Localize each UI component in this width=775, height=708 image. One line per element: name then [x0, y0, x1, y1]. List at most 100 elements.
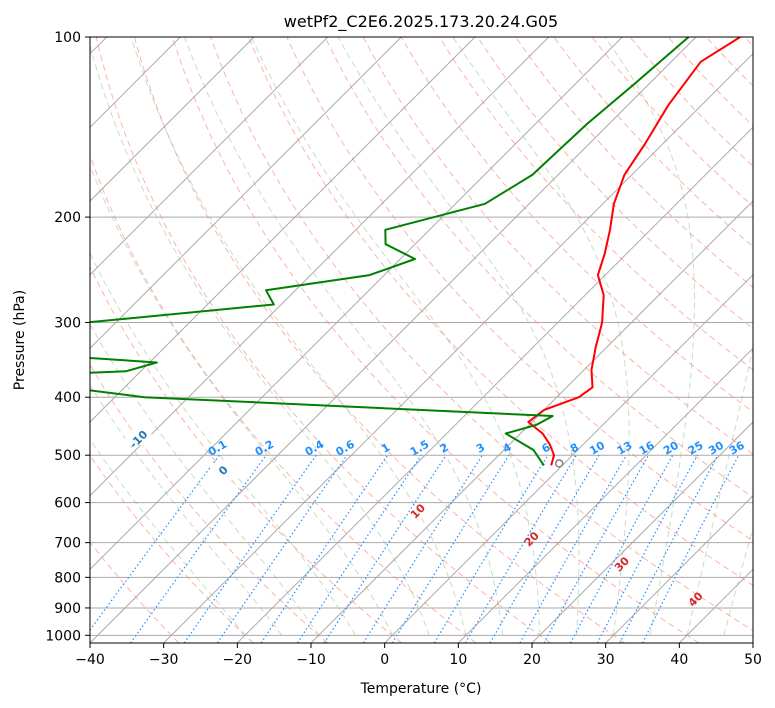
dry-adiabat-line: [705, 37, 753, 87]
dry-adiabat-label-bg: [210, 463, 237, 477]
dry-adiabat-label-bg: [125, 432, 152, 446]
isotherm-line: [236, 126, 753, 643]
dry-adiabat-line: [515, 37, 753, 288]
moist-adiabat-label: 30: [612, 554, 632, 574]
dry-adiabat-line: [172, 37, 700, 643]
dry-adiabat-line: [362, 37, 753, 455]
moist-adiabat-line: [184, 37, 504, 636]
mixing-ratio-line: [90, 454, 220, 631]
moist-adiabat-line: [90, 438, 246, 636]
isotherm-line: [605, 494, 753, 643]
dry-adiabat-line: [324, 37, 753, 498]
mixing-ratio-line: [619, 454, 719, 643]
x-tick-label: 0: [380, 652, 389, 668]
isotherm-line: [90, 37, 329, 276]
dry-adiabat-line: [438, 37, 753, 371]
y-tick-label: 900: [54, 601, 81, 617]
isotherm-line: [310, 200, 753, 643]
x-axis-label: Temperature (°C): [360, 681, 482, 697]
moist-adiabat-line: [90, 384, 283, 636]
profile-series: [90, 37, 741, 468]
moist-adiabat-line: [452, 37, 630, 636]
x-tick-label: −10: [296, 652, 326, 668]
moist-adiabat-line: [686, 344, 753, 636]
y-axis-ticks: 100 200 300 400 500 600 700 800 900 1000: [45, 30, 90, 644]
isotherm-line: [678, 568, 753, 643]
mixing-ratio-line: [596, 454, 698, 643]
mixing-ratio-line: [323, 454, 447, 643]
y-tick-label: 400: [54, 390, 81, 406]
y-tick-label: 700: [54, 536, 81, 552]
mixing-ratio-line: [642, 454, 740, 643]
dry-adiabat-line: [400, 37, 753, 413]
mixing-ratio-line: [130, 454, 267, 643]
dry-adiabat-line: [133, 37, 625, 643]
isotherm-line: [90, 37, 476, 423]
moist-adiabat-line: [723, 526, 753, 636]
dry-adiabat-line: [90, 454, 254, 643]
isotherm-line: [163, 52, 753, 643]
y-axis-label: Pressure (hPa): [12, 290, 28, 390]
dry-adiabat-line: [744, 37, 753, 47]
mixing-ratio-line: [362, 454, 483, 643]
mixing-ratio-line: [260, 454, 389, 643]
x-tick-label: 30: [597, 652, 615, 668]
x-tick-label: −30: [149, 652, 179, 668]
isotherm-line: [90, 37, 550, 497]
y-tick-label: 500: [54, 448, 81, 464]
y-tick-label: 1000: [45, 628, 81, 644]
y-tick-label: 600: [54, 496, 81, 512]
dewpoint-line: [90, 37, 690, 466]
isotherm-line: [90, 37, 402, 350]
parcel-marker: [554, 459, 564, 468]
dry-adiabat-line: [248, 37, 753, 586]
dry-adiabat-line: [90, 265, 403, 643]
dry-adiabat-line: [553, 37, 753, 248]
mixing-ratio-label: 2: [438, 441, 451, 456]
moist-adiabat-label: 40: [686, 589, 706, 609]
mixing-ratio-line: [489, 454, 600, 643]
x-tick-label: 10: [449, 652, 467, 668]
moist-adiabat-line: [90, 323, 320, 636]
dry-adiabat-line: [667, 37, 753, 127]
dry-adiabat-line: [95, 37, 551, 643]
mixing-ratio-line: [296, 454, 422, 643]
dry-adiabat-line: [90, 363, 328, 643]
isotherm-line: [90, 37, 623, 571]
isotherm-line: [531, 421, 753, 643]
isotherm-line: [384, 273, 753, 643]
dry-adiabat-label: -10: [127, 428, 150, 451]
x-axis-ticks: −40 −30 −20 −10 0 10 20 30 40 50: [75, 643, 762, 668]
isotherm-line: [752, 642, 753, 643]
moist-adiabat-line: [337, 37, 580, 636]
dry-adiabat-line: [477, 37, 753, 329]
moist-adiabat-label: 20: [522, 529, 542, 549]
isotherm-line: [90, 37, 697, 643]
isotherm-line: [90, 37, 255, 202]
temperature-line: [527, 37, 741, 466]
dry-adiabat-line: [210, 37, 753, 632]
mixing-ratio-line: [216, 454, 348, 643]
mixing-ratio-line: [519, 454, 627, 643]
y-tick-label: 200: [54, 210, 81, 226]
chart-title: wetPf2_C2E6.2025.173.20.24.G05: [284, 12, 558, 32]
mixing-ratio-label: 3: [474, 441, 487, 456]
mixing-ratio-line: [543, 454, 650, 643]
dry-adiabat-line: [90, 153, 477, 643]
plot-frame: [89, 36, 754, 644]
x-tick-label: 20: [523, 652, 541, 668]
x-tick-label: −40: [75, 652, 105, 668]
moist-adiabat-line: [90, 43, 430, 636]
mixing-ratio-line: [183, 454, 317, 643]
y-tick-label: 300: [54, 315, 81, 331]
moist-adiabat-line: [90, 252, 356, 636]
isotherm-line: [457, 347, 753, 643]
y-tick-label: 100: [54, 30, 81, 46]
dry-adiabat-line: [591, 37, 753, 207]
mixing-ratio-line: [569, 454, 674, 643]
moist-adiabat-line: [251, 37, 541, 636]
mixing-ratio-line: [464, 454, 577, 643]
x-tick-label: −20: [223, 652, 253, 668]
moist-adiabat-line: [130, 37, 467, 636]
